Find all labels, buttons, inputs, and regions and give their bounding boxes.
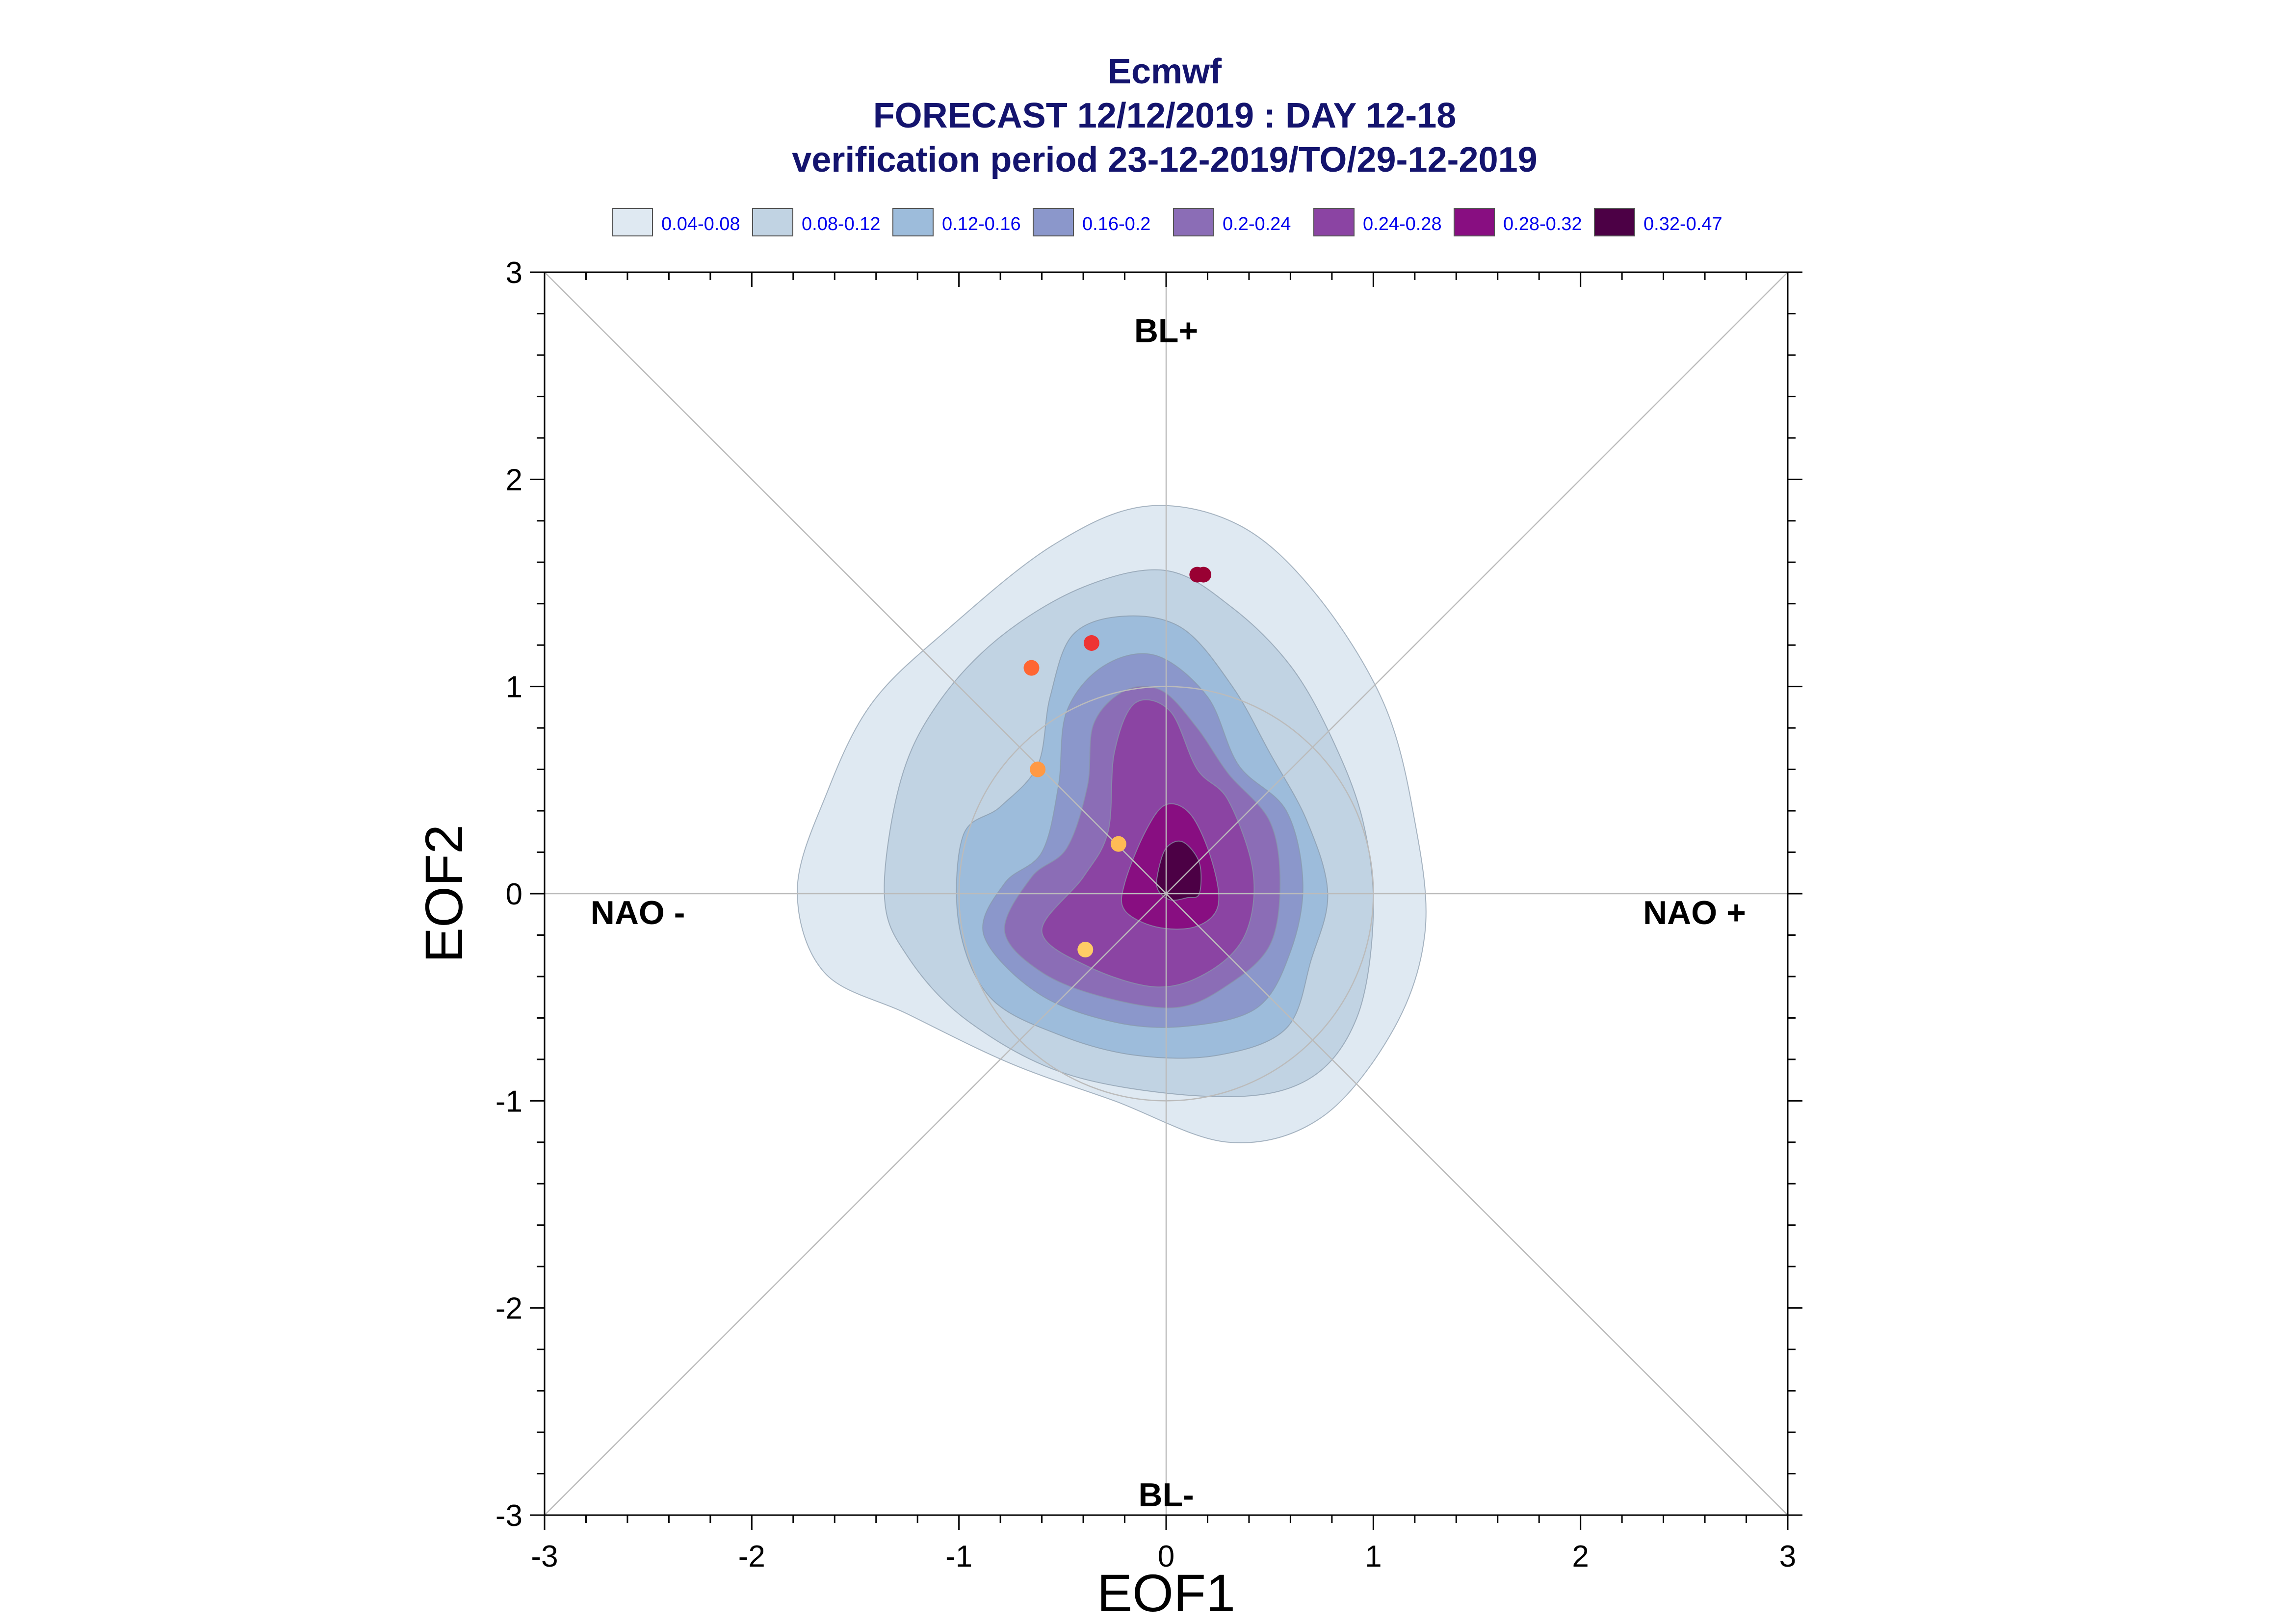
legend-swatch-7 [1594,208,1635,236]
legend-swatch-1 [752,208,793,236]
legend-label-3: 0.16-0.2 [1082,214,1150,234]
legend-swatch-3 [1033,208,1074,236]
reference-circle [958,686,1374,1102]
legend-swatch-5 [1313,208,1355,236]
member-point-2 [1083,635,1099,651]
legend: 0.04-0.08 0.08-0.12 0.12-0.16 0.16-0.2 0.2-0… [612,208,1722,236]
regime-label-0: BL+ [1134,312,1198,349]
legend-label-6: 0.28-0.32 [1503,214,1582,234]
regime-label-1: BL- [1138,1476,1194,1514]
y-tick-label: 0 [506,877,522,911]
regime-label-3: NAO + [1643,894,1746,931]
x-tick-label: 1 [1365,1540,1382,1573]
guide-layer [544,272,1788,1516]
x-tick-label: -3 [531,1540,558,1573]
y-tick-label: 2 [506,463,522,497]
title-line-1: Ecmwf [1108,52,1222,91]
x-tick-label: -2 [738,1540,765,1573]
legend-swatch-0 [612,208,653,236]
y-tick-label: -1 [496,1084,522,1118]
member-point-3 [1023,660,1040,676]
x-tick-label: 2 [1572,1540,1589,1573]
x-tick-label: 0 [1158,1540,1174,1573]
regime-label-2: NAO - [591,894,685,931]
member-point-4 [1030,761,1046,777]
member-point-5 [1110,836,1126,852]
legend-label-4: 0.2-0.24 [1223,214,1291,234]
y-axis-label: EOF2 [414,825,473,963]
y-tick-label: 1 [506,670,522,704]
x-tick-label: 3 [1779,1540,1796,1573]
member-point-6 [1077,942,1094,958]
legend-swatch-4 [1173,208,1214,236]
legend-label-7: 0.32-0.47 [1643,214,1722,234]
x-tick-label: -1 [945,1540,972,1573]
contour-layer [797,505,1427,1143]
legend-label-1: 0.08-0.12 [802,214,881,234]
legend-label-2: 0.12-0.16 [942,214,1021,234]
y-tick-label: -3 [496,1499,522,1533]
legend-label-0: 0.04-0.08 [661,214,740,234]
plot-area: -3 -2 -1 0 1 2 3 -3 -2 -1 0 1 2 3 BL+ BL- NAO - NAO + [496,256,1802,1573]
member-point-1 [1196,567,1212,583]
legend-label-5: 0.24-0.28 [1363,214,1442,234]
legend-swatch-2 [892,208,934,236]
x-axis-label: EOF1 [1097,1563,1235,1623]
y-tick-label: 3 [506,256,522,290]
member-layer [1023,567,1212,958]
y-tick-label: -2 [496,1292,522,1326]
legend-swatch-6 [1454,208,1495,236]
title-line-3: verification period 23-12-2019/TO/29-12-… [792,140,1537,180]
axes-layer: -3 -2 -1 0 1 2 3 -3 -2 -1 0 1 2 3 [496,256,1802,1573]
title-line-2: FORECAST 12/12/2019 : DAY 12-18 [873,96,1457,135]
chart-title: Ecmwf FORECAST 12/12/2019 : DAY 12-18 ve… [792,52,1537,180]
label-layer: BL+ BL- NAO - NAO + [591,312,1746,1514]
